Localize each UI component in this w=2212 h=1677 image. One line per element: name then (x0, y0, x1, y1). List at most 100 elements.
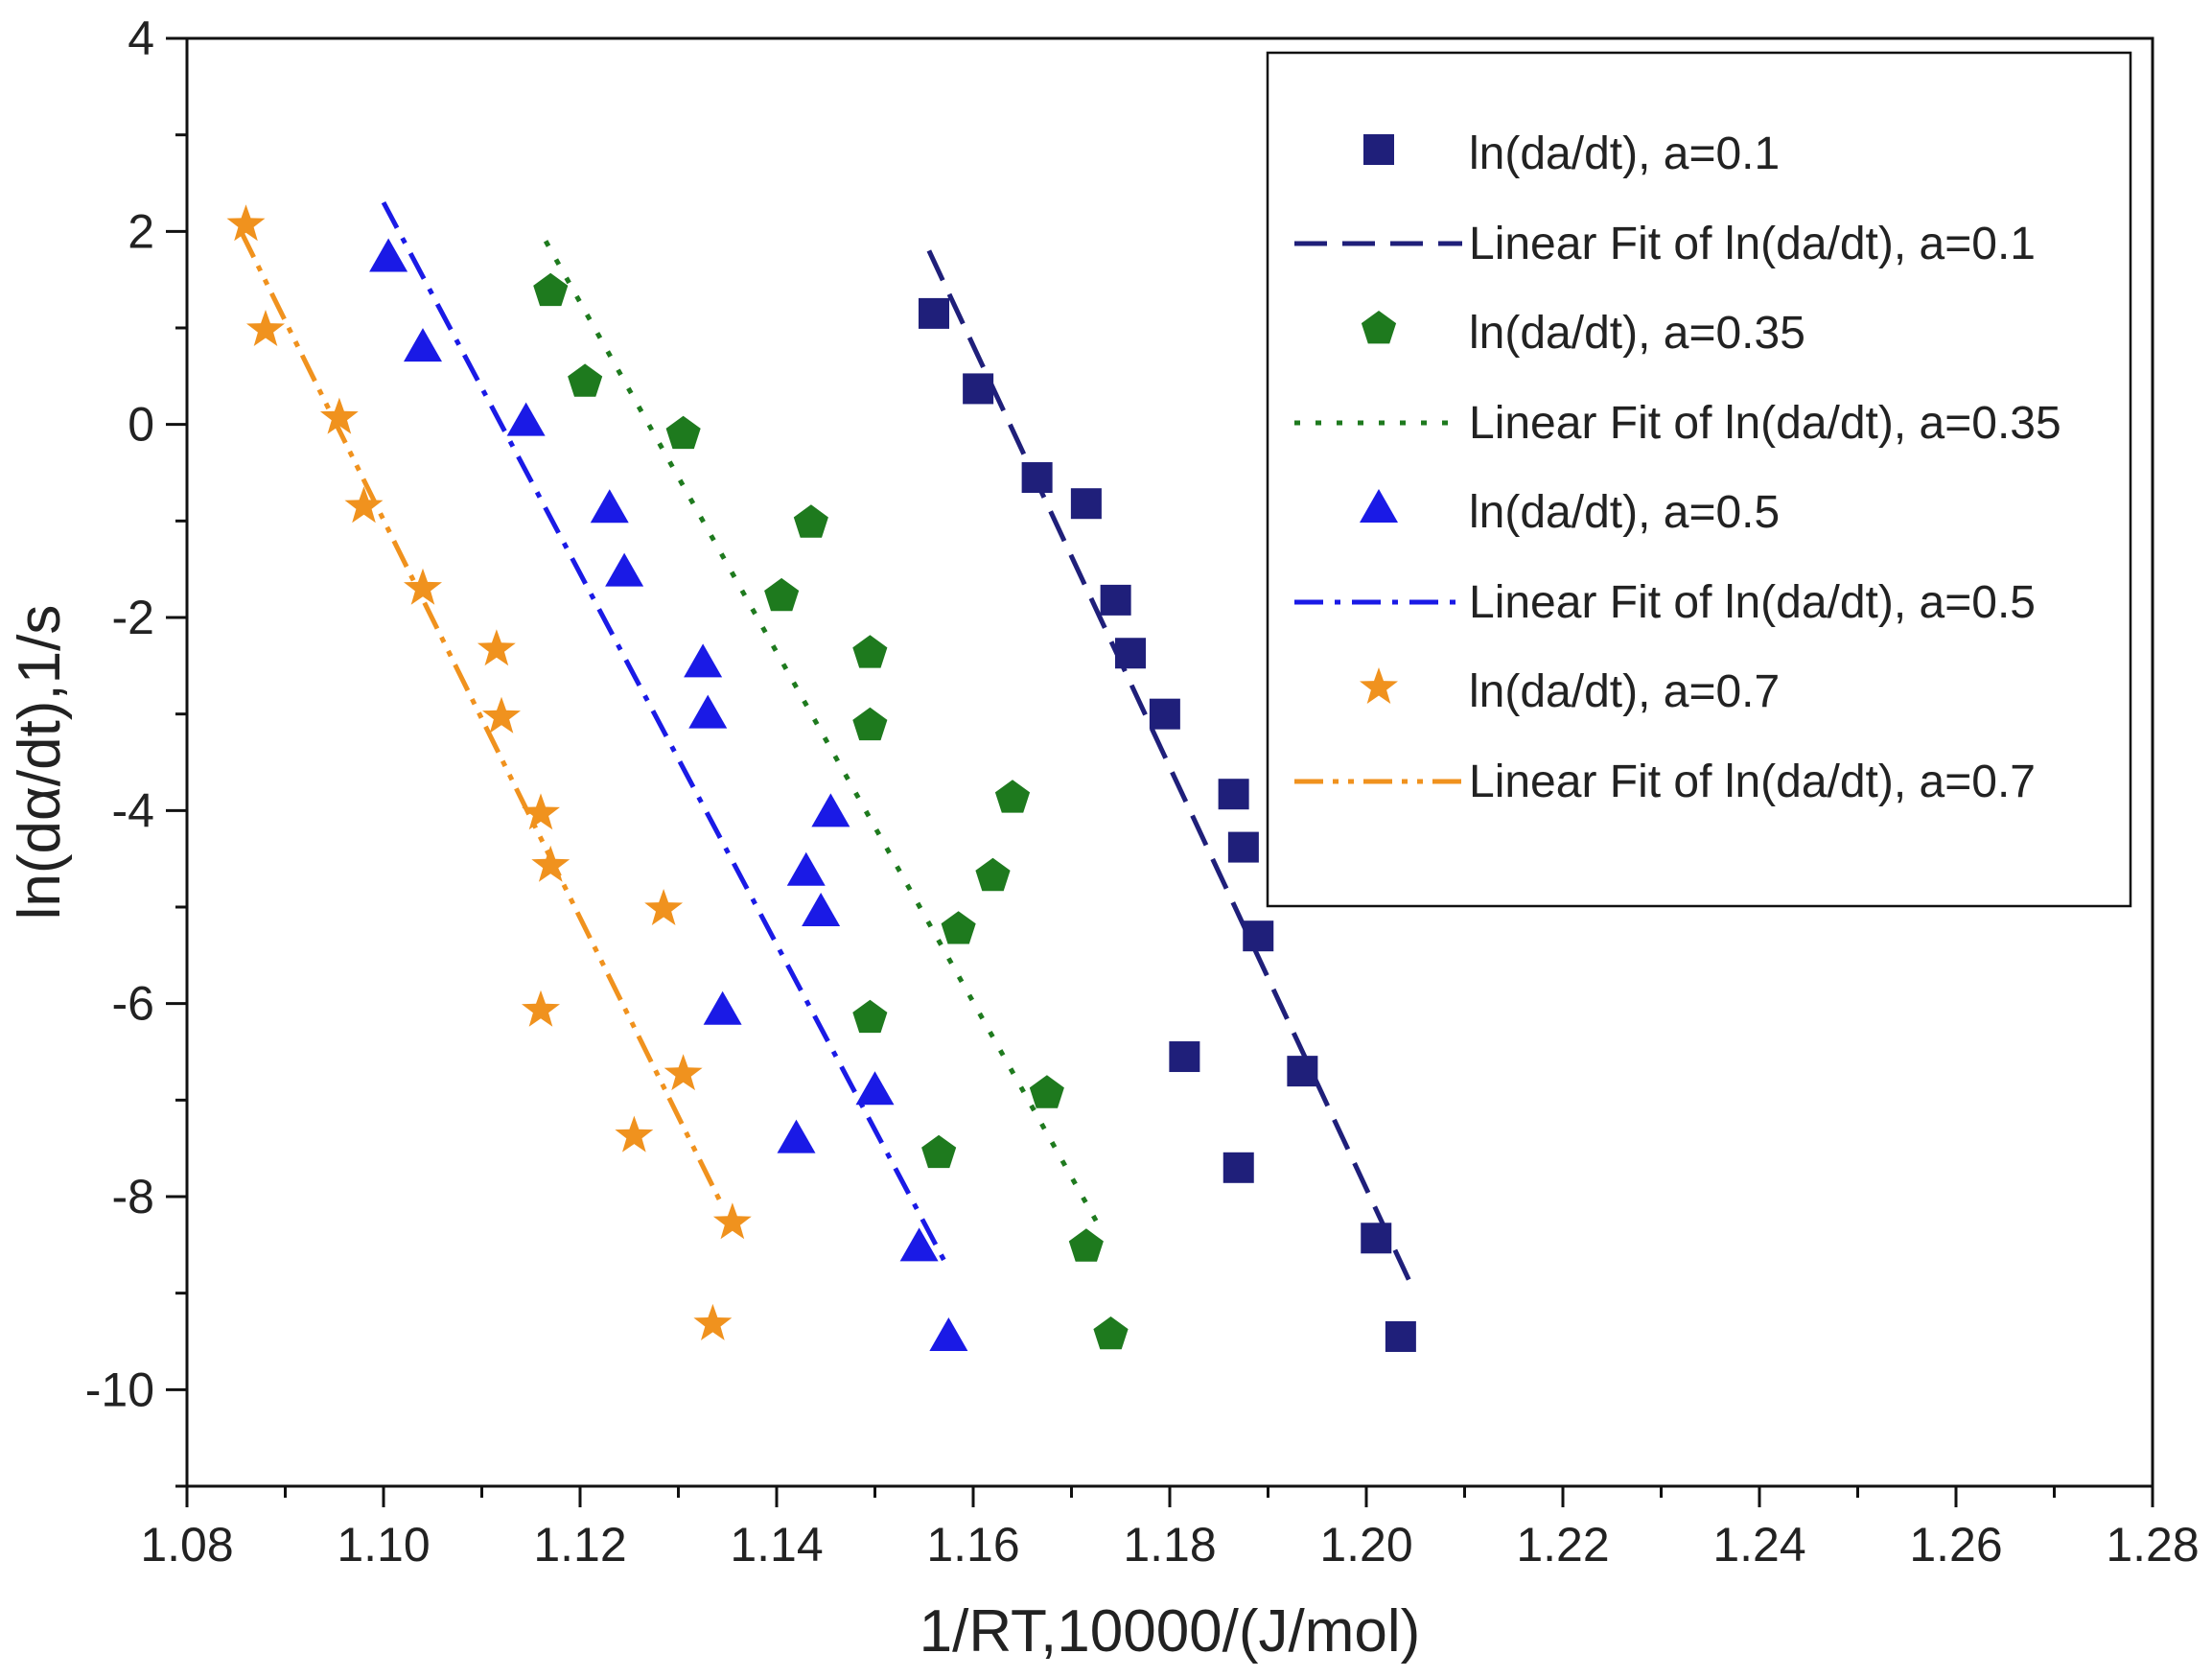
point-s3-10 (522, 990, 560, 1027)
y-axis-title: ln(dα/dt),1/s (7, 605, 73, 920)
point-s0-10 (1169, 1041, 1200, 1073)
point-s3-3 (344, 486, 384, 524)
point-s3-9 (644, 889, 684, 925)
x-axis-ticks: 1.08 1.10 1.12 1.14 1.16 1.18 1.20 1.22 1.24 1.26… (140, 1486, 2200, 1572)
y-axis-title-suffix: /dt),1/s (7, 605, 73, 787)
point-s0-8 (1227, 831, 1259, 863)
point-s3-2 (319, 397, 359, 434)
x-tick-label: 1.28 (2106, 1518, 2199, 1572)
legend-label: ln(da/dt), a=0.5 (1469, 487, 1780, 538)
point-s0-0 (919, 297, 949, 329)
legend: ln(da/dt), a=0.1 Linear Fit of ln(da/dt),… (1266, 51, 2132, 908)
y-axis-title-prefix: ln(d (7, 821, 73, 920)
point-s0-13 (1361, 1223, 1392, 1254)
point-s0-11 (1287, 1056, 1318, 1087)
legend-fit-label: Linear Fit of ln(da/dt), a=0.35 (1469, 398, 2061, 449)
point-s2-6 (688, 694, 728, 729)
point-s1-7 (994, 780, 1031, 813)
x-tick-label: 1.12 (533, 1518, 626, 1572)
point-s3-7 (522, 793, 560, 830)
legend-marker-0 (1363, 134, 1394, 165)
y-tick-label: -8 (112, 1170, 154, 1223)
y-tick-label: -2 (112, 591, 154, 644)
x-tick-label: 1.14 (730, 1518, 823, 1572)
legend-marker-3 (1360, 667, 1398, 704)
x-tick-label: 1.16 (926, 1518, 1019, 1572)
x-axis-title: 1/RT,10000/(J/mol) (920, 1598, 1421, 1665)
point-s1-12 (921, 1134, 957, 1169)
y-tick-label: -4 (112, 783, 154, 837)
point-s0-6 (1149, 698, 1180, 730)
point-s3-1 (246, 310, 285, 346)
point-s2-13 (899, 1227, 939, 1262)
y-tick-label: 2 (128, 204, 154, 258)
legend-box (1266, 51, 2132, 908)
point-s1-9 (941, 911, 976, 944)
point-s2-5 (684, 643, 723, 678)
point-s3-0 (226, 204, 266, 242)
point-s0-7 (1218, 779, 1249, 810)
legend-marker-1 (1361, 311, 1397, 344)
point-s2-12 (777, 1119, 816, 1153)
legend-label: ln(da/dt), a=0.1 (1469, 128, 1780, 179)
point-s3-5 (477, 629, 516, 666)
y-axis-ticks: 4 2 0 -2 -4 -6 -8 -10 (85, 12, 187, 1488)
point-s2-4 (605, 552, 644, 587)
point-s2-11 (855, 1071, 895, 1106)
legend-marker-2 (1360, 489, 1398, 523)
point-s1-6 (852, 707, 888, 741)
point-s2-10 (703, 990, 742, 1025)
point-s3-12 (615, 1115, 654, 1153)
point-s1-13 (1068, 1228, 1104, 1262)
x-tick-label: 1.10 (337, 1518, 430, 1572)
point-s1-11 (1029, 1075, 1064, 1108)
x-tick-label: 1.08 (140, 1518, 233, 1572)
y-tick-label: -6 (112, 977, 154, 1031)
legend-items: ln(da/dt), a=0.1 Linear Fit of ln(da/dt),… (1294, 128, 2061, 807)
point-s2-14 (929, 1316, 968, 1351)
x-tick-label: 1.26 (1909, 1518, 2002, 1572)
fit-line-1 (543, 240, 1099, 1223)
point-s2-8 (786, 851, 826, 886)
x-tick-label: 1.24 (1712, 1518, 1805, 1572)
point-s1-8 (975, 857, 1011, 892)
point-s2-9 (802, 893, 841, 927)
data-points (226, 204, 1416, 1352)
legend-fit-label: Linear Fit of ln(da/dt), a=0.7 (1469, 757, 2036, 807)
y-tick-label: -10 (85, 1363, 154, 1416)
point-s0-3 (1070, 488, 1102, 520)
point-s0-1 (963, 373, 994, 405)
point-s2-2 (506, 402, 546, 436)
point-s3-6 (482, 696, 521, 734)
fit-line-2 (381, 200, 951, 1270)
point-s3-8 (531, 845, 570, 882)
y-tick-label: 4 (128, 12, 154, 65)
point-s2-7 (811, 793, 850, 827)
point-s3-14 (693, 1303, 733, 1340)
point-s3-4 (404, 568, 442, 605)
point-s1-3 (793, 504, 828, 538)
fit-line-3 (239, 230, 725, 1208)
point-s3-13 (712, 1202, 752, 1240)
point-s3-11 (664, 1054, 703, 1091)
point-s0-12 (1222, 1152, 1254, 1183)
point-s1-14 (1093, 1316, 1129, 1350)
point-s0-2 (1021, 462, 1053, 494)
point-s1-10 (852, 999, 888, 1034)
point-s2-1 (404, 328, 442, 362)
point-s1-0 (533, 272, 569, 307)
x-tick-label: 1.20 (1319, 1518, 1412, 1572)
point-s0-9 (1243, 920, 1274, 952)
legend-fit-label: Linear Fit of ln(da/dt), a=0.5 (1469, 577, 2036, 628)
point-s1-2 (665, 415, 701, 450)
point-s1-5 (852, 635, 888, 668)
legend-label: ln(da/dt), a=0.7 (1469, 666, 1780, 717)
point-s1-1 (568, 363, 603, 397)
point-s0-14 (1385, 1320, 1416, 1352)
point-s1-4 (764, 577, 800, 612)
x-tick-label: 1.18 (1123, 1518, 1216, 1572)
x-tick-label: 1.22 (1516, 1518, 1609, 1572)
y-axis-title-greek: α (7, 786, 73, 821)
y-tick-label: 0 (128, 398, 154, 452)
